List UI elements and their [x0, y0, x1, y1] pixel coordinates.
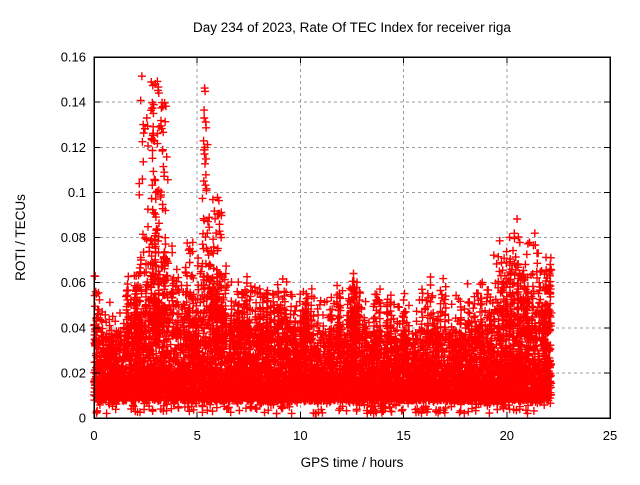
y-tick-label: 0.12 [61, 140, 86, 155]
y-tick-label: 0.14 [61, 95, 86, 110]
x-tick-label: 0 [90, 428, 97, 443]
y-tick-label: 0.02 [61, 365, 86, 380]
chart-title: Day 234 of 2023, Rate Of TEC Index for r… [193, 20, 511, 35]
x-tick-labels: 0 5 10 15 20 25 [90, 428, 617, 443]
x-tick-label: 5 [194, 428, 201, 443]
x-tick-label: 15 [396, 428, 410, 443]
y-tick-label: 0.04 [61, 320, 86, 335]
x-tick-label: 20 [500, 428, 514, 443]
y-tick-label: 0.06 [61, 275, 86, 290]
x-axis-label: GPS time / hours [301, 455, 404, 470]
y-tick-label: 0.08 [61, 230, 86, 245]
x-tick-label: 10 [293, 428, 307, 443]
plot-border [93, 56, 611, 419]
y-tick-label: 0.1 [68, 185, 86, 200]
y-tick-label: 0 [79, 411, 86, 426]
y-tick-label: 0.16 [61, 50, 86, 65]
y-tick-labels: 0 0.02 0.04 0.06 0.08 0.1 0.12 0.14 0.16 [61, 50, 86, 426]
data-points [90, 72, 556, 418]
x-tick-label: 25 [603, 428, 617, 443]
y-axis-label: ROTI / TECUs [13, 194, 28, 281]
